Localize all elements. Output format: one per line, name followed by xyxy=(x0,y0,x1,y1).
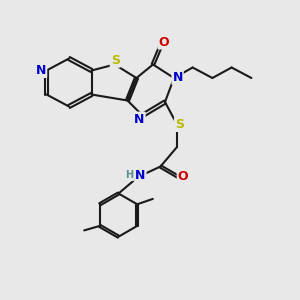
Text: N: N xyxy=(172,71,183,84)
Text: O: O xyxy=(178,170,188,184)
Text: S: S xyxy=(111,54,120,67)
Text: H: H xyxy=(125,170,134,181)
Text: N: N xyxy=(134,112,145,126)
Text: N: N xyxy=(135,169,146,182)
Text: O: O xyxy=(158,35,169,49)
Text: N: N xyxy=(36,64,46,77)
Text: S: S xyxy=(175,118,184,131)
